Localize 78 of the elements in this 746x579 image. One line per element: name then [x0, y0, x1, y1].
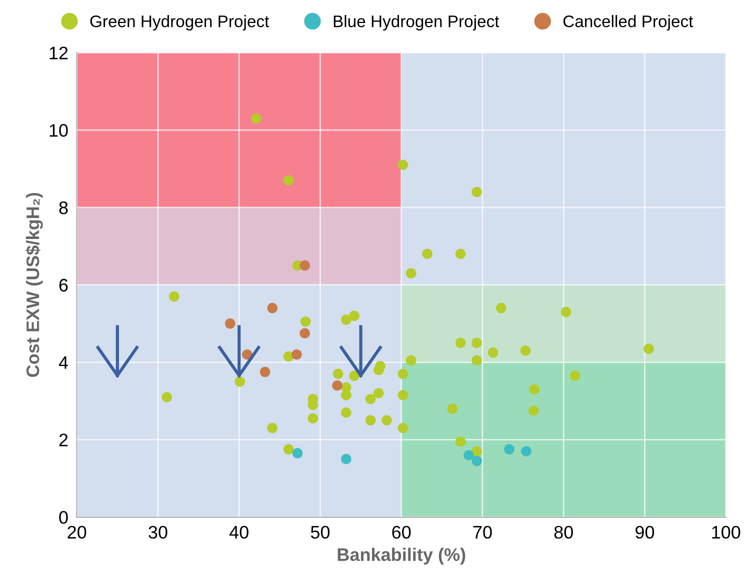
point [283, 175, 294, 186]
point [300, 316, 311, 327]
point [472, 456, 482, 466]
point [365, 394, 376, 404]
x-tick-label: 70 [473, 526, 492, 539]
point [472, 338, 482, 348]
x-tick-label: 20 [68, 526, 86, 539]
point [267, 302, 278, 314]
point [422, 248, 432, 260]
point [406, 355, 416, 366]
y-tick-label: 6 [59, 278, 68, 292]
x-axis-title: Bankability (%) [338, 548, 466, 565]
y-tick-label: 0 [59, 510, 68, 524]
x-tick-label: 80 [554, 526, 573, 539]
point [472, 186, 482, 198]
point [520, 346, 531, 356]
point [332, 368, 344, 380]
point [300, 260, 310, 271]
point [332, 380, 342, 391]
point [398, 160, 408, 170]
point [260, 366, 270, 378]
x-tick-label: 30 [148, 526, 168, 539]
point [560, 306, 572, 318]
point [406, 268, 416, 278]
point [162, 392, 172, 402]
point [472, 446, 482, 456]
point [169, 291, 180, 302]
x-tick-label: 90 [636, 526, 654, 539]
point [292, 448, 303, 458]
point [455, 338, 466, 348]
point [644, 344, 654, 354]
point [504, 444, 514, 454]
point [447, 404, 458, 414]
point [382, 415, 392, 426]
y-tick-label: 12 [50, 46, 68, 60]
legend-label: Cancelled Project [563, 15, 694, 31]
point [398, 422, 408, 434]
point [341, 454, 352, 464]
point [455, 248, 466, 260]
point [455, 436, 466, 447]
y-tick-label: 8 [59, 201, 68, 214]
point [250, 113, 262, 124]
y-tick-label: 4 [58, 356, 68, 369]
point [496, 302, 506, 314]
point [398, 368, 408, 380]
point [283, 444, 294, 454]
point [349, 370, 360, 381]
x-tick-label: 50 [310, 526, 330, 539]
y-tick-label: 2 [59, 434, 68, 446]
point [488, 347, 498, 358]
point [521, 446, 532, 456]
legend-label: Green Hydrogen Project [90, 15, 270, 31]
point [308, 413, 318, 424]
y-axis-title: Cost EXW (US$/kgH₂) [26, 192, 43, 377]
point [529, 384, 540, 394]
x-tick-label: 60 [392, 526, 411, 539]
point [373, 388, 384, 398]
y-tick-label: 10 [50, 124, 68, 137]
point [341, 390, 352, 400]
point [464, 450, 474, 460]
point [398, 390, 408, 400]
point [225, 318, 236, 329]
point [570, 370, 580, 381]
point [373, 364, 384, 376]
point [528, 405, 539, 416]
point [349, 310, 360, 321]
point [365, 415, 376, 426]
point [300, 328, 310, 338]
point [341, 314, 352, 325]
x-tick-label: 100 [712, 526, 740, 539]
x-tick-label: 40 [229, 526, 248, 539]
point [234, 376, 246, 387]
legend-label: Blue Hydrogen Project [334, 15, 500, 31]
point [267, 422, 278, 434]
point [472, 355, 482, 366]
point [242, 349, 252, 360]
point [292, 349, 302, 360]
point [341, 407, 352, 418]
